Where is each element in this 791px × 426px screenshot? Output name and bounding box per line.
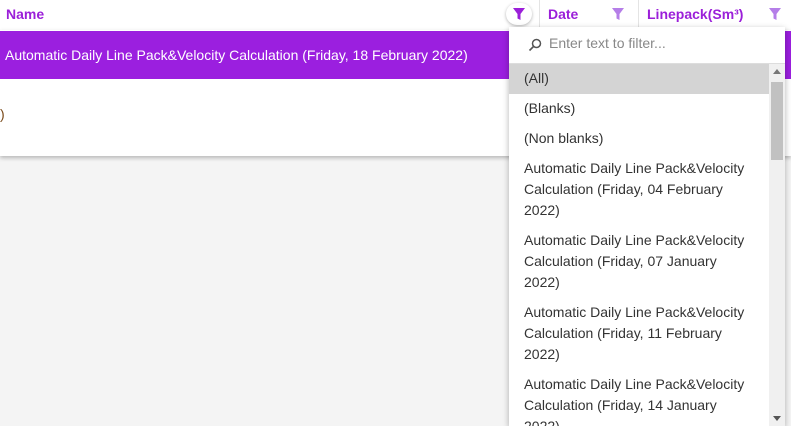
filter-item[interactable]: Automatic Daily Line Pack&Velocity Calcu… [524,376,745,426]
grid-header: Name Date Linepack(Sm³) [0,0,791,30]
column-divider [539,0,540,30]
linepack-filter-funnel-icon[interactable] [768,7,782,21]
search-icon [528,38,542,52]
name-filter-button[interactable] [506,3,532,25]
column-header-linepack[interactable]: Linepack(Sm³) [647,6,744,22]
table-row[interactable]: ) [0,106,5,122]
scrollbar-thumb[interactable] [771,82,783,160]
scroll-up-arrow-icon[interactable] [773,69,781,74]
filter-item[interactable]: Automatic Daily Line Pack&Velocity Calcu… [524,232,745,290]
filter-item[interactable]: Automatic Daily Line Pack&Velocity Calcu… [524,160,745,218]
funnel-icon [513,8,525,20]
filter-scrollbar[interactable] [769,64,785,426]
column-header-name[interactable]: Name [6,6,45,22]
column-header-date[interactable]: Date [548,6,579,22]
filter-dropdown: (All) (Blanks) (Non blanks) Automatic Da… [509,27,785,426]
date-filter-funnel-icon[interactable] [611,7,625,21]
filter-item-all[interactable]: (All) [509,64,769,94]
filter-item-blanks[interactable]: (Blanks) [524,100,576,116]
filter-search [509,27,785,64]
filter-item[interactable]: Automatic Daily Line Pack&Velocity Calcu… [524,304,745,362]
column-divider [638,0,639,30]
filter-list: (All) (Blanks) (Non blanks) Automatic Da… [509,64,769,426]
filter-item-non-blanks[interactable]: (Non blanks) [524,130,604,146]
filter-search-input[interactable] [549,35,769,51]
scroll-down-arrow-icon[interactable] [773,416,781,421]
